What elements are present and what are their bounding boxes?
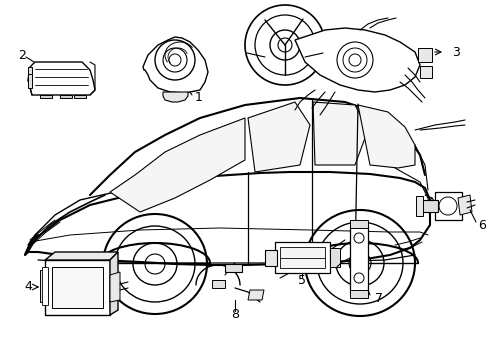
Polygon shape	[52, 267, 103, 308]
Polygon shape	[247, 102, 309, 172]
Polygon shape	[40, 270, 48, 302]
Polygon shape	[415, 196, 422, 216]
Polygon shape	[28, 62, 95, 95]
Polygon shape	[25, 172, 429, 265]
Polygon shape	[349, 225, 367, 292]
Polygon shape	[110, 118, 244, 212]
Text: 4: 4	[24, 280, 32, 293]
Polygon shape	[142, 37, 207, 93]
Polygon shape	[224, 264, 242, 272]
Polygon shape	[274, 242, 329, 273]
Text: 5: 5	[297, 274, 305, 287]
Text: 8: 8	[230, 307, 239, 320]
Polygon shape	[417, 48, 431, 62]
Polygon shape	[45, 252, 118, 260]
Polygon shape	[163, 92, 187, 102]
Polygon shape	[312, 102, 367, 165]
Polygon shape	[45, 260, 110, 315]
Text: 7: 7	[374, 292, 382, 305]
Polygon shape	[419, 200, 437, 212]
Polygon shape	[264, 250, 276, 266]
Polygon shape	[28, 67, 32, 74]
Polygon shape	[457, 195, 471, 215]
Polygon shape	[329, 248, 339, 267]
Polygon shape	[294, 28, 419, 92]
Polygon shape	[349, 220, 367, 228]
Polygon shape	[110, 272, 120, 302]
Polygon shape	[40, 95, 52, 98]
Polygon shape	[280, 247, 325, 268]
Text: 1: 1	[195, 90, 203, 104]
Text: 3: 3	[451, 45, 459, 59]
Polygon shape	[74, 95, 86, 98]
Polygon shape	[28, 74, 32, 88]
Text: 2: 2	[18, 49, 26, 62]
Polygon shape	[357, 105, 414, 168]
Polygon shape	[434, 192, 461, 220]
Polygon shape	[60, 95, 72, 98]
Polygon shape	[42, 267, 48, 305]
Polygon shape	[212, 280, 224, 288]
Polygon shape	[110, 252, 118, 315]
Polygon shape	[247, 290, 264, 300]
Text: 6: 6	[477, 219, 485, 231]
Polygon shape	[419, 66, 431, 78]
Polygon shape	[349, 290, 367, 298]
